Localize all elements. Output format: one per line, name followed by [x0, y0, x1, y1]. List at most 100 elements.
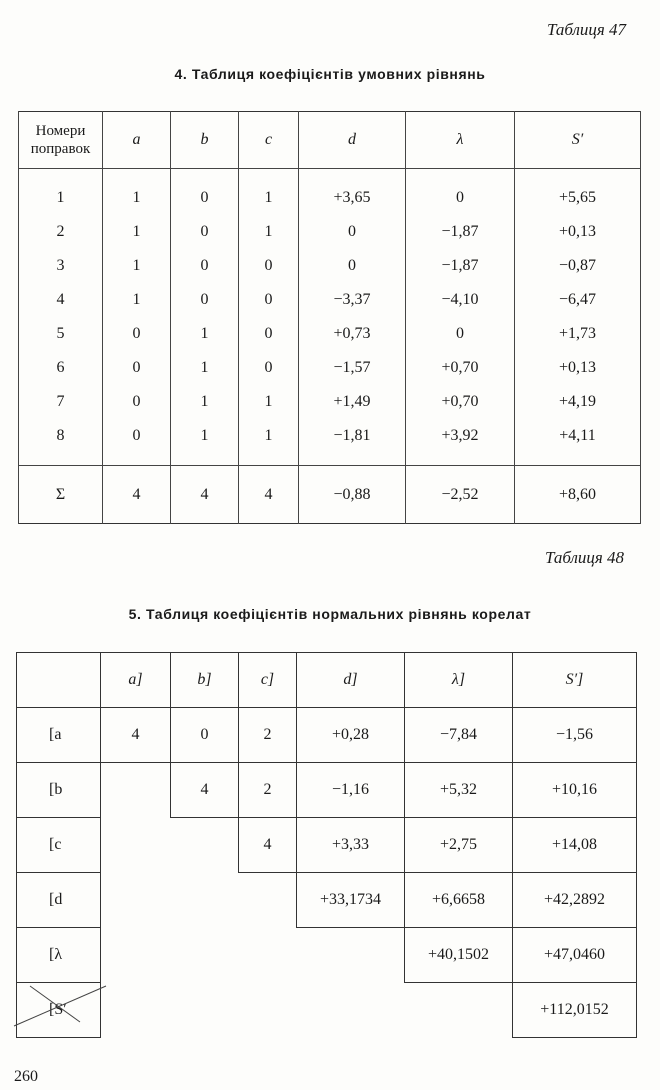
table-cell: 0: [405, 317, 515, 351]
table-cell: +0,70: [405, 385, 515, 419]
column-header: b]: [170, 652, 239, 708]
table-cell: 1: [170, 317, 239, 351]
table-cell: +1,73: [514, 317, 641, 351]
table-cell: [101, 763, 171, 818]
table-cell: 0: [102, 317, 171, 351]
column-header: a]: [100, 652, 171, 708]
table-cell: 4: [18, 283, 103, 317]
column-header: d: [298, 111, 406, 169]
row-label: [c: [16, 817, 101, 873]
table-cell: −0,87: [514, 249, 641, 283]
column-header: λ: [405, 111, 515, 169]
table-cell: 1: [102, 249, 171, 283]
row-label: [λ: [16, 927, 101, 983]
table-cell: 0: [170, 283, 239, 317]
column-header: S′]: [512, 652, 637, 708]
column-header: [16, 652, 101, 708]
sum-row: Σ 4 4 4 −0,88 −2,52 +8,60: [18, 465, 641, 524]
table-cell: 4: [238, 817, 297, 873]
table-48-title: 5. Таблиця коефіцієнтів нормальних рівня…: [128, 606, 532, 622]
table-47-caption: Таблиця 47: [547, 20, 627, 39]
sum-cell: −0,88: [298, 465, 406, 524]
table-cell: 1: [170, 385, 239, 419]
table-cell: +3,65: [298, 168, 406, 215]
table-cell: +5,65: [514, 168, 641, 215]
table-cell: +33,1734: [296, 872, 405, 928]
table-cell: +0,13: [514, 215, 641, 249]
table-cell: +0,28: [296, 707, 405, 763]
normal-equations-table: a] b] c] d] λ] S′] [a 4 0 2 +0,28 −7,84 −1,56 [b 4 2 −1,…: [16, 652, 637, 1038]
sum-cell: −2,52: [405, 465, 515, 524]
table-cell: −1,87: [405, 215, 515, 249]
table-row: 1 1 0 1 +3,65 0 +5,65: [18, 168, 641, 215]
table-cell: 0: [102, 351, 171, 385]
table-cell: +10,16: [512, 762, 637, 818]
table-cell: +47,0460: [512, 927, 637, 983]
table-cell: 0: [170, 249, 239, 283]
table-cell: +6,6658: [404, 872, 513, 928]
table-cell: 1: [170, 351, 239, 385]
table-row: [b 4 2 −1,16 +5,32 +10,16: [16, 762, 637, 818]
pencil-cross-mark: [13, 985, 107, 1027]
table-cell: 1: [238, 419, 299, 466]
table-row: 3 1 0 0 0 −1,87 −0,87: [18, 249, 641, 283]
table-cell: 1: [18, 168, 103, 215]
table-cell: 2: [18, 215, 103, 249]
page-number: 260: [14, 1068, 38, 1085]
table-cell: −7,84: [404, 707, 513, 763]
column-header: a: [102, 111, 171, 169]
table-cell: 1: [238, 168, 299, 215]
table-cell: [171, 818, 239, 873]
table-row: [d +33,1734 +6,6658 +42,2892: [16, 872, 637, 928]
sum-cell: Σ: [18, 465, 103, 524]
table-cell: +0,73: [298, 317, 406, 351]
header-row: a] b] c] d] λ] S′]: [16, 652, 637, 708]
table-row: [S′ +112,0152: [16, 982, 637, 1038]
table-cell: 0: [170, 707, 239, 763]
row-label: [a: [16, 707, 101, 763]
table-cell: 0: [238, 317, 299, 351]
table-cell: +1,49: [298, 385, 406, 419]
table-cell: +3,92: [405, 419, 515, 466]
table-row: 7 0 1 1 +1,49 +0,70 +4,19: [18, 385, 641, 419]
table-cell: 0: [170, 168, 239, 215]
column-header: c]: [238, 652, 297, 708]
table-cell: [171, 873, 239, 928]
table-cell: 0: [170, 215, 239, 249]
table-cell: 0: [238, 249, 299, 283]
table-row: 8 0 1 1 −1,81 +3,92 +4,11: [18, 419, 641, 466]
table-cell: 2: [238, 707, 297, 763]
table-cell: 0: [298, 249, 406, 283]
table-cell: [239, 873, 297, 928]
column-header: Номери поправок: [18, 111, 103, 169]
table-cell: 4: [100, 707, 171, 763]
table-cell: [297, 928, 405, 983]
table-cell: +0,70: [405, 351, 515, 385]
table-cell: 0: [102, 419, 171, 466]
column-header: b: [170, 111, 239, 169]
table-cell: [171, 983, 239, 1038]
table-cell: 1: [102, 283, 171, 317]
table-cell: +4,11: [514, 419, 641, 466]
table-cell: −1,56: [512, 707, 637, 763]
table-cell: 1: [102, 215, 171, 249]
table-cell: 0: [298, 215, 406, 249]
table-cell: 0: [102, 385, 171, 419]
table-cell: −4,10: [405, 283, 515, 317]
sum-cell: +8,60: [514, 465, 641, 524]
table-cell: +3,33: [296, 817, 405, 873]
table-cell: 0: [405, 168, 515, 215]
table-cell: 1: [170, 419, 239, 466]
table-cell: 1: [102, 168, 171, 215]
table-row: 4 1 0 0 −3,37 −4,10 −6,47: [18, 283, 641, 317]
table-cell: −3,37: [298, 283, 406, 317]
table-row: 2 1 0 1 0 −1,87 +0,13: [18, 215, 641, 249]
table-cell: −1,81: [298, 419, 406, 466]
column-header: d]: [296, 652, 405, 708]
table-cell: −1,87: [405, 249, 515, 283]
sum-cell: 4: [102, 465, 171, 524]
table-cell: 8: [18, 419, 103, 466]
row-label: [b: [16, 762, 101, 818]
table-cell: [101, 873, 171, 928]
